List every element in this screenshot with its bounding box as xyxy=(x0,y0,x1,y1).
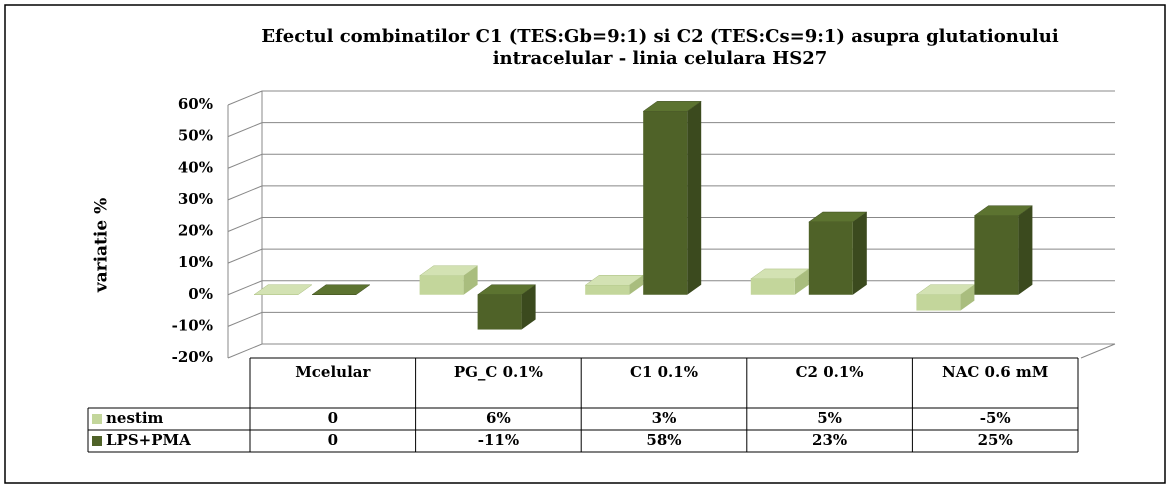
data-label: 5% xyxy=(817,409,842,427)
y-tick-label: 0% xyxy=(188,285,213,303)
chart-title: Efectul combinatilor C1 (TES:Gb=9:1) si … xyxy=(261,26,1059,69)
bar-side xyxy=(463,265,478,295)
y-tick-label: 10% xyxy=(178,253,213,271)
bar xyxy=(643,111,688,295)
category-label: NAC 0.6 mM xyxy=(942,364,1049,381)
y-tick-label: 60% xyxy=(178,95,213,113)
bar xyxy=(419,275,464,295)
y-tick-label: -10% xyxy=(172,316,213,334)
bar-side xyxy=(794,268,809,295)
bar xyxy=(808,222,853,295)
bar-side xyxy=(521,284,536,330)
data-label: -11% xyxy=(478,431,519,449)
category-label-box: NAC 0.6 mM xyxy=(942,364,1049,381)
data-label: 6% xyxy=(486,409,511,427)
data-label: -5% xyxy=(980,409,1011,427)
category-label-box: C2 0.1% xyxy=(795,364,864,381)
bar xyxy=(974,215,1019,295)
legend-key xyxy=(92,414,102,424)
category-label-box: C1 0.1% xyxy=(630,364,698,381)
bar-top xyxy=(253,284,313,295)
category-label: C1 0.1% xyxy=(630,364,698,381)
bar xyxy=(750,278,795,295)
y-tick-label: 50% xyxy=(178,127,213,145)
data-label: 0 xyxy=(328,431,338,449)
category-label: C2 0.1% xyxy=(795,364,864,381)
bar xyxy=(585,285,630,295)
bar-top xyxy=(311,284,371,295)
bar-side xyxy=(629,275,644,295)
data-label: 0 xyxy=(328,409,338,427)
floor-edge xyxy=(1080,343,1116,359)
category-label: PG_C 0.1% xyxy=(453,364,543,381)
legend-label: nestim xyxy=(106,409,164,427)
bar-side xyxy=(852,212,867,295)
data-label: 23% xyxy=(812,431,847,449)
y-tick-label: 30% xyxy=(178,190,213,208)
bar-side xyxy=(687,101,702,295)
frame xyxy=(4,4,1166,484)
bar xyxy=(477,294,522,330)
y-tick-label: 20% xyxy=(178,222,213,240)
y-tick-label: 40% xyxy=(178,158,213,176)
bar-side xyxy=(1018,205,1033,295)
bar xyxy=(916,294,961,311)
data-label: 3% xyxy=(652,409,677,427)
data-label: 58% xyxy=(646,431,681,449)
category-label: Mcelular xyxy=(295,364,371,381)
legend-key xyxy=(92,436,102,446)
category-label-box: Mcelular xyxy=(295,364,371,381)
bar-side xyxy=(960,284,975,311)
legend-label: LPS+PMA xyxy=(106,431,191,449)
category-label-box: PG_C 0.1% xyxy=(453,364,543,381)
y-axis-label: variatie % xyxy=(92,198,112,294)
y-tick-label: -20% xyxy=(172,348,213,366)
data-label: 25% xyxy=(978,431,1013,449)
title-box: Efectul combinatilor C1 (TES:Gb=9:1) si … xyxy=(261,26,1059,69)
